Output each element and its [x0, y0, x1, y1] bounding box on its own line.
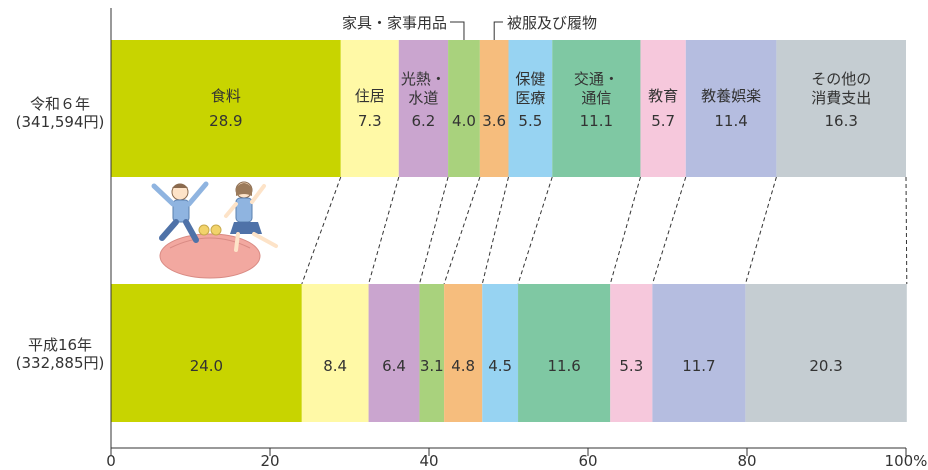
- callout-line-4: [450, 21, 465, 40]
- category-label-4: 家具・家事用品: [342, 14, 447, 32]
- bar-segment-2004-3: [368, 284, 420, 422]
- row-label-2004-total: (332,885円): [15, 354, 105, 372]
- value-label-2024-6: 5.5: [518, 112, 542, 130]
- value-label-2004-8: 5.3: [619, 357, 643, 375]
- category-label-10-line-2: 消費支出: [811, 89, 871, 107]
- value-label-2004-4: 3.1: [420, 357, 444, 375]
- bar-segment-2024-5: [479, 40, 509, 177]
- value-label-2004-9: 11.7: [682, 357, 715, 375]
- category-label-3-line-2: 水道: [408, 89, 438, 107]
- bar-segment-2024-7: [552, 40, 641, 177]
- value-label-2024-10: 16.3: [825, 112, 858, 130]
- connector-line-5: [481, 176, 509, 285]
- x-tick-label-20: 20: [260, 452, 279, 470]
- bar-segment-2004-1: [111, 284, 302, 422]
- value-label-2024-2: 7.3: [358, 112, 382, 130]
- bar-segment-2004-4: [419, 284, 445, 422]
- bar-segment-2024-6: [508, 40, 553, 177]
- bar-segment-2024-3: [398, 40, 449, 177]
- category-label-3-line-1: 光熱・: [401, 70, 446, 88]
- connector-line-6: [517, 176, 553, 285]
- bar-segment-2004-6: [482, 284, 519, 422]
- connector-line-10: [905, 176, 908, 285]
- value-label-2024-4: 4.0: [452, 112, 476, 130]
- connector-line-8: [651, 176, 687, 285]
- bar-segment-2004-8: [610, 284, 653, 422]
- cheerful-couple-with-purse-illustration: [151, 181, 278, 279]
- category-label-6-line-2: 医療: [515, 89, 545, 107]
- category-label-5: 被服及び履物: [507, 14, 597, 32]
- bar-segment-2004-10: [745, 284, 907, 422]
- bar-segment-2024-2: [340, 40, 399, 177]
- connector-line-3: [418, 176, 449, 285]
- value-label-2024-5: 3.6: [482, 112, 506, 130]
- callout-line-5: [493, 21, 503, 40]
- category-label-6-line-1: 保健: [515, 70, 545, 88]
- connector-line-2: [368, 176, 400, 285]
- bar-segment-2024-10: [776, 40, 906, 177]
- x-tick-label-0: 0: [106, 452, 116, 470]
- x-tick-label-100: 100%: [885, 452, 928, 470]
- x-tick-label-40: 40: [419, 452, 438, 470]
- row-label-2024-total: (341,594円): [15, 113, 105, 131]
- value-label-2004-1: 24.0: [190, 357, 223, 375]
- value-label-2024-8: 5.7: [651, 112, 675, 130]
- bar-segment-2024-8: [640, 40, 686, 177]
- category-label-1: 食料: [211, 87, 241, 105]
- category-label-8: 教育: [648, 87, 678, 105]
- value-label-2024-9: 11.4: [714, 112, 747, 130]
- bar-segment-2004-5: [444, 284, 483, 422]
- category-label-10-line-1: その他の: [811, 70, 871, 88]
- value-label-2004-6: 4.5: [488, 357, 512, 375]
- value-label-2004-7: 11.6: [547, 357, 580, 375]
- x-tick-label-60: 60: [578, 452, 597, 470]
- bar-segment-2024-1: [111, 40, 341, 177]
- value-label-2024-3: 6.2: [412, 112, 436, 130]
- category-label-2: 住居: [355, 87, 385, 105]
- connector-line-7: [609, 176, 641, 285]
- bar-segment-2004-2: [301, 284, 369, 422]
- category-label-7-line-1: 交通・: [574, 70, 619, 88]
- x-tick-label-80: 80: [737, 452, 756, 470]
- category-label-7-line-2: 通信: [581, 89, 611, 107]
- row-label-2024: 令和６年 (341,594円): [0, 95, 120, 131]
- bar-segment-2024-4: [448, 40, 480, 177]
- value-label-2004-3: 6.4: [382, 357, 406, 375]
- row-label-2004-year: 平成16年: [27, 336, 93, 354]
- bar-segment-2004-7: [518, 284, 611, 422]
- row-label-2024-year: 令和６年: [29, 95, 90, 113]
- connector-line-4: [443, 176, 481, 285]
- value-label-2024-1: 28.9: [209, 112, 242, 130]
- value-label-2004-5: 4.8: [451, 357, 475, 375]
- value-label-2024-7: 11.1: [580, 112, 613, 130]
- connector-line-9: [744, 176, 777, 285]
- value-label-2004-2: 8.4: [323, 357, 347, 375]
- row-label-2004: 平成16年 (332,885円): [0, 336, 120, 372]
- value-label-2004-10: 20.3: [809, 357, 842, 375]
- bar-segment-2024-9: [685, 40, 777, 177]
- category-label-9: 教養娯楽: [701, 87, 761, 105]
- connector-line-1: [301, 176, 342, 285]
- bar-segment-2004-9: [652, 284, 746, 422]
